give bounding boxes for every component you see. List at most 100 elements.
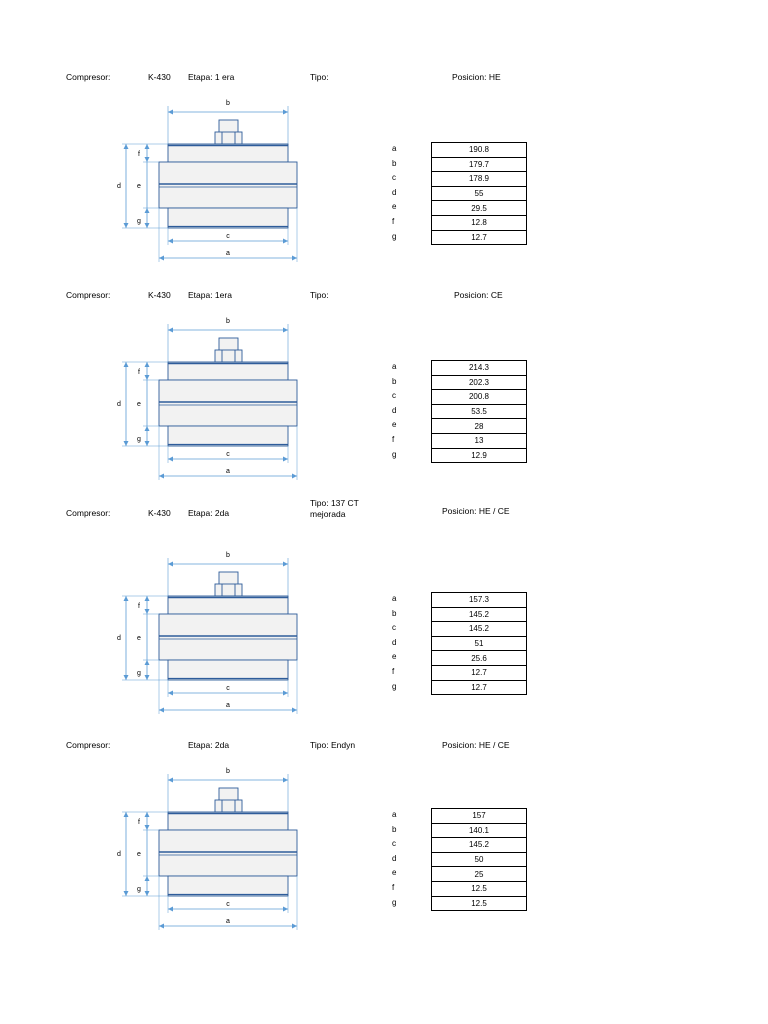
table-row: 145.2 (431, 606, 527, 623)
dim-b-label: b (226, 552, 230, 559)
lower-disc (167, 207, 289, 229)
diagram-container: b d e f g c a (110, 314, 310, 489)
dim-f-label: f (138, 369, 140, 376)
dimension-value: 202.3 (431, 374, 527, 391)
dimension-value: 140.1 (431, 822, 527, 839)
etapa-label: Etapa: 2da (188, 508, 230, 518)
tipo-line: Tipo: (310, 72, 329, 82)
dim-c-label: c (226, 685, 230, 692)
dimension-label: e (392, 868, 397, 878)
dimension-value: 12.8 (431, 214, 527, 231)
dim-e-label: e (137, 401, 141, 408)
table-row: 140.1 (431, 822, 527, 839)
table-row: 12.7 (431, 229, 527, 246)
dimension-label: f (392, 216, 395, 226)
piston-diagram: b d e f g c a (117, 318, 298, 480)
table-row: 12.5 (431, 895, 527, 912)
posicion-label: Posicion: HE / CE (442, 506, 510, 516)
dimension-label: a (392, 362, 397, 371)
dim-d-label: d (117, 851, 121, 858)
compresor-label: Compresor: (66, 290, 111, 300)
dim-e-label: e (137, 183, 141, 190)
dim-arrows (144, 596, 150, 680)
dimension-value: 200.8 (431, 389, 527, 405)
compresor-label: Compresor: (66, 72, 111, 82)
etapa-label: Etapa: 2da (188, 740, 230, 750)
upper-disc (167, 361, 289, 381)
dimension-label: d (392, 853, 397, 863)
dimension-label: f (392, 434, 395, 444)
table-row: 53.5 (431, 403, 527, 420)
dimension-value: 214.3 (431, 360, 527, 376)
table-row: 12.7 (431, 664, 527, 681)
dimension-label: f (392, 666, 395, 676)
table-row: 55 (431, 185, 527, 202)
dim-e-label: e (137, 851, 141, 858)
dimension-label: e (392, 652, 397, 662)
dimension-value: 145.2 (431, 606, 527, 623)
table-row: 202.3 (431, 374, 527, 391)
dim-d-label: d (117, 635, 121, 642)
table-row: 145.2 (431, 837, 527, 853)
dim-b-label: b (226, 100, 230, 107)
dim-g-label: g (137, 436, 141, 443)
dimension-label: e (392, 202, 397, 212)
dim-g-label: g (137, 218, 141, 225)
dimension-label: e (392, 420, 397, 430)
dim-b-label: b (226, 318, 230, 325)
table-row: 179.7 (431, 156, 527, 173)
dimension-table: 157.3 145.2 145.2 51 25.6 12.7 12.7 (431, 592, 527, 696)
upper-disc (167, 595, 289, 615)
diagram-container: b d e f g c a (110, 764, 310, 939)
dim-f-label: f (138, 151, 140, 158)
dim-f-label: f (138, 603, 140, 610)
table-row: 214.3 (431, 360, 527, 376)
dimension-label: c (392, 839, 396, 849)
compresor-value: K-430 (148, 290, 171, 300)
table-row: 145.2 (431, 621, 527, 637)
dim-a-label: a (226, 468, 230, 475)
dimension-value: 12.5 (431, 880, 527, 897)
dimension-value: 50 (431, 851, 527, 868)
table-row: 13 (431, 432, 527, 449)
table-row: 12.9 (431, 447, 527, 464)
posicion-label: Posicion: HE (452, 72, 501, 82)
dim-g-label: g (137, 886, 141, 893)
dimension-value: 145.2 (431, 621, 527, 637)
lower-disc (167, 659, 289, 681)
dimension-label: b (392, 608, 397, 618)
dimension-value: 190.8 (431, 142, 527, 158)
dim-c-label: c (226, 233, 230, 240)
dimension-label: d (392, 187, 397, 197)
compresor-value: K-430 (148, 72, 171, 82)
dim-arrows (144, 144, 150, 228)
table-row: 178.9 (431, 171, 527, 187)
piston-diagram: b d e f g c a (117, 552, 298, 714)
dim-g-label: g (137, 670, 141, 677)
tipo-block: Tipo: (310, 72, 329, 83)
dimension-label: b (392, 158, 397, 168)
dim-arrows (144, 362, 150, 446)
table-row: 28 (431, 418, 527, 434)
dimension-value: 179.7 (431, 156, 527, 173)
dim-e-label: e (137, 635, 141, 642)
dimension-label: g (392, 449, 397, 459)
dimension-value: 29.5 (431, 200, 527, 216)
dimension-value: 55 (431, 185, 527, 202)
dimension-value: 25.6 (431, 650, 527, 666)
tipo-block: Tipo: Endyn (310, 740, 355, 751)
dim-a-label: a (226, 702, 230, 709)
compresor-label: Compresor: (66, 740, 111, 750)
dimension-value: 12.9 (431, 447, 527, 464)
table-row: 25 (431, 866, 527, 882)
table-row: 12.7 (431, 679, 527, 696)
posicion-label: Posicion: HE / CE (442, 740, 510, 750)
dimension-table: 214.3 202.3 200.8 53.5 28 13 12.9 (431, 360, 527, 464)
dimension-label: a (392, 144, 397, 153)
main-body (158, 379, 298, 427)
dimension-label: a (392, 594, 397, 603)
diagram-container: b d e f g c a (110, 548, 310, 723)
upper-disc (167, 143, 289, 163)
